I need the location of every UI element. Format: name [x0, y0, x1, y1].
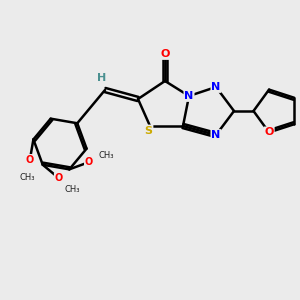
- Text: O: O: [23, 173, 30, 182]
- Text: N: N: [212, 82, 220, 92]
- Text: O: O: [55, 173, 63, 183]
- Text: O: O: [26, 155, 34, 165]
- Text: O: O: [22, 173, 31, 183]
- Text: N: N: [184, 91, 194, 101]
- Text: O: O: [85, 157, 93, 167]
- Text: O: O: [69, 185, 76, 194]
- Text: O: O: [26, 155, 34, 165]
- Text: O: O: [26, 155, 34, 165]
- Text: H: H: [98, 73, 106, 83]
- Text: O: O: [55, 173, 63, 183]
- Text: O: O: [26, 155, 34, 165]
- Text: O: O: [160, 49, 170, 59]
- Text: O: O: [22, 173, 31, 183]
- Text: S: S: [145, 125, 152, 136]
- Text: O: O: [264, 128, 274, 137]
- Text: CH₃: CH₃: [65, 185, 80, 194]
- Text: CH₃: CH₃: [98, 152, 114, 160]
- Text: N: N: [212, 130, 220, 140]
- Text: O: O: [102, 152, 110, 160]
- Text: CH₃: CH₃: [19, 173, 34, 182]
- Text: O: O: [85, 157, 93, 167]
